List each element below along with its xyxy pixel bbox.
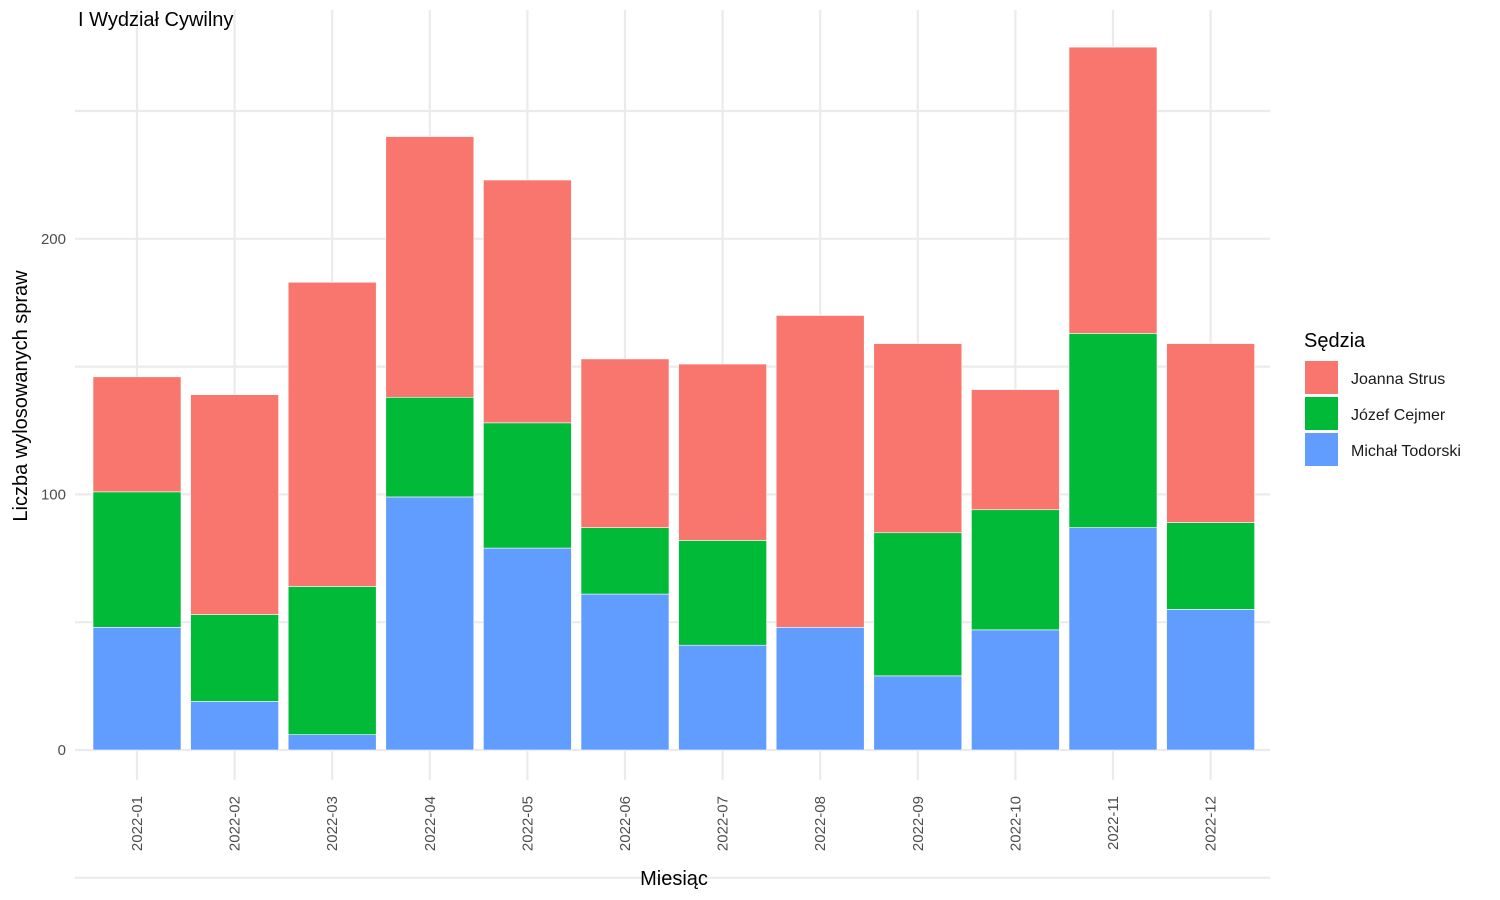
bar-segment bbox=[287, 734, 377, 751]
bar-segment bbox=[580, 527, 670, 595]
bar-segment bbox=[92, 627, 182, 751]
x-tick-label: 2022-05 bbox=[519, 796, 536, 851]
bar-segment bbox=[92, 491, 182, 628]
legend-swatch bbox=[1305, 361, 1338, 394]
x-axis-ticks: 2022-01 2022-02 2022-03 2022-04 2022-05 2022-… bbox=[129, 796, 1220, 851]
x-tick-label: 2022-09 bbox=[910, 796, 927, 851]
bar-segment bbox=[385, 396, 475, 498]
y-axis-title: Liczba wylosowanych spraw bbox=[10, 270, 32, 522]
bar-segment bbox=[678, 363, 767, 541]
bar-segment bbox=[873, 532, 963, 677]
bar-segment bbox=[873, 675, 963, 751]
bar-segment bbox=[678, 644, 767, 751]
x-tick-label: 2022-01 bbox=[129, 796, 146, 851]
bar-segment bbox=[483, 547, 572, 751]
bar-segment bbox=[971, 509, 1060, 631]
bar-segment bbox=[92, 376, 182, 493]
bar-segment bbox=[873, 343, 963, 534]
x-tick-label: 2022-11 bbox=[1105, 796, 1122, 850]
x-tick-label: 2022-02 bbox=[227, 796, 244, 851]
bar-segment bbox=[385, 496, 475, 751]
bar-segment bbox=[287, 586, 377, 735]
bar-segment bbox=[190, 614, 279, 702]
bar-segment bbox=[1068, 46, 1158, 334]
legend: Sędzia Joanna Strus Józef Cejmer Michał To… bbox=[1304, 330, 1461, 466]
y-tick-label: 200 bbox=[41, 231, 66, 248]
x-tick-label: 2022-04 bbox=[422, 796, 439, 851]
y-tick-label: 0 bbox=[58, 742, 66, 759]
x-tick-label: 2022-03 bbox=[324, 796, 341, 851]
bar-segment bbox=[580, 593, 670, 751]
bar-segment bbox=[1068, 333, 1158, 528]
x-axis-title: Miesiąc bbox=[640, 868, 708, 890]
bar-segment bbox=[580, 358, 670, 528]
bar-segment bbox=[1068, 527, 1158, 751]
bar-segment bbox=[775, 315, 865, 628]
legend-title: Sędzia bbox=[1304, 330, 1366, 352]
bars bbox=[92, 46, 1255, 751]
bar-segment bbox=[971, 389, 1060, 511]
y-axis-ticks: 0 100 200 bbox=[41, 231, 66, 759]
x-tick-label: 2022-10 bbox=[1007, 796, 1024, 851]
y-tick-label: 100 bbox=[41, 486, 66, 503]
x-tick-label: 2022-12 bbox=[1203, 796, 1220, 851]
chart-title: I Wydział Cywilny bbox=[78, 9, 233, 31]
legend-label: Joanna Strus bbox=[1351, 371, 1445, 388]
legend-label: Michał Todorski bbox=[1351, 443, 1461, 460]
legend-label: Józef Cejmer bbox=[1351, 407, 1446, 424]
bar-segment bbox=[1166, 609, 1255, 751]
bar-segment bbox=[971, 629, 1060, 751]
legend-swatch bbox=[1305, 433, 1338, 466]
bar-segment bbox=[1166, 522, 1255, 610]
x-tick-label: 2022-08 bbox=[812, 796, 829, 851]
bar-segment bbox=[483, 422, 572, 549]
bar-segment bbox=[775, 627, 865, 751]
legend-swatch bbox=[1305, 397, 1338, 430]
bar-segment bbox=[1166, 343, 1255, 523]
bar-segment bbox=[190, 394, 279, 615]
x-tick-label: 2022-07 bbox=[715, 796, 732, 851]
x-tick-label: 2022-06 bbox=[617, 796, 634, 851]
bar-segment bbox=[287, 281, 377, 587]
bar-segment bbox=[385, 136, 475, 398]
bar-segment bbox=[483, 179, 572, 424]
bar-segment bbox=[190, 701, 279, 751]
bar-segment bbox=[678, 540, 767, 646]
